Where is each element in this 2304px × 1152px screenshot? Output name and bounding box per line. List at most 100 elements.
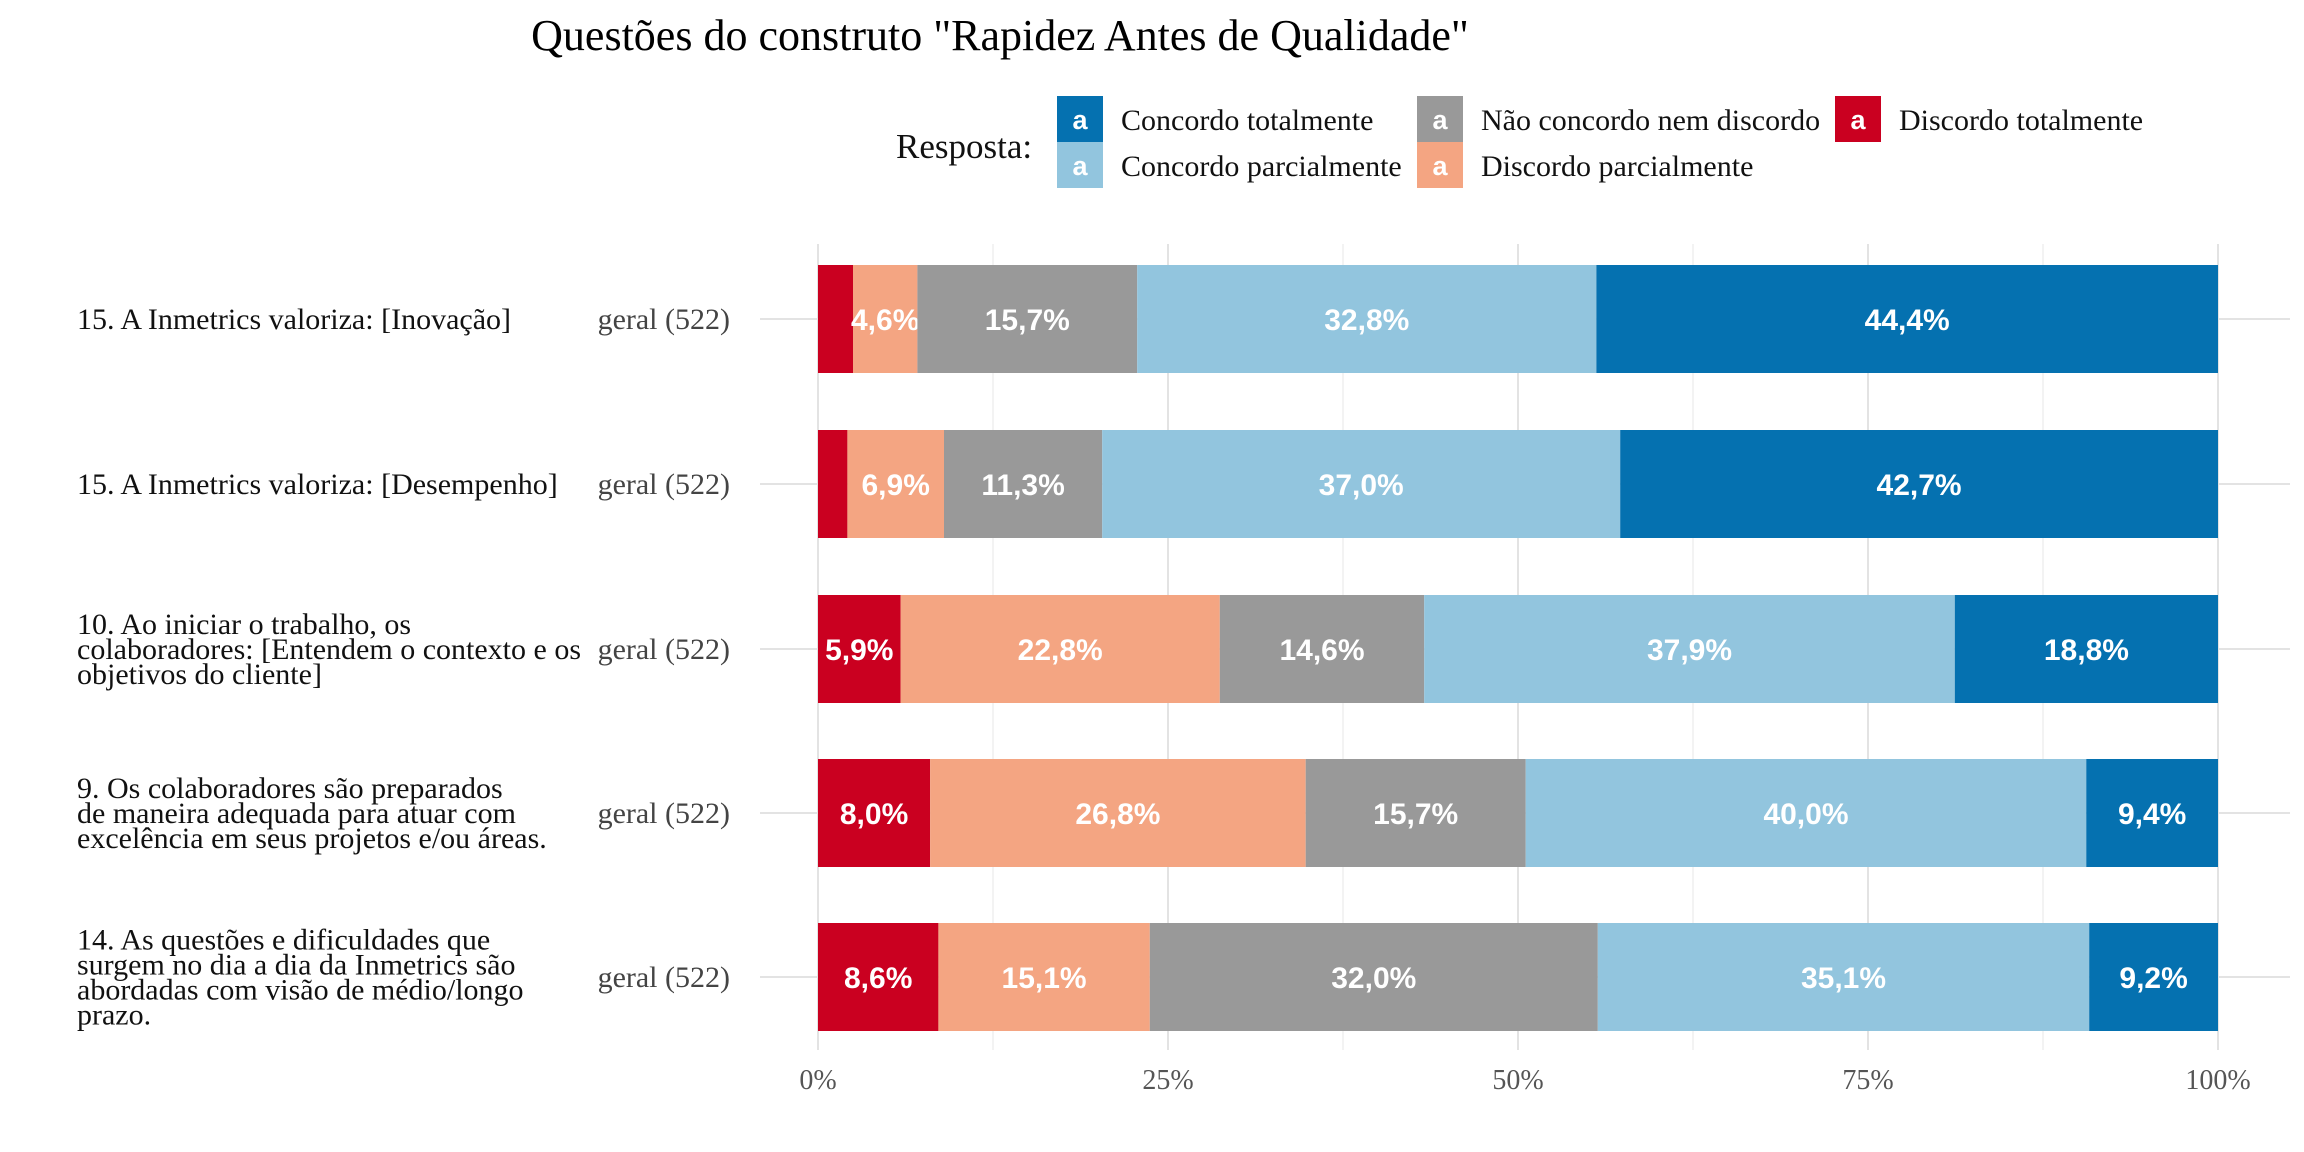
- bar-segment: [944, 430, 1103, 538]
- data-label: 44,4%: [1865, 304, 1950, 337]
- question-line: 15. A Inmetrics valoriza: [Inovação]: [77, 303, 511, 336]
- data-label: 42,7%: [1877, 469, 1962, 502]
- group-label: geral (522): [598, 797, 730, 830]
- data-label: 37,9%: [1647, 634, 1732, 667]
- data-label: 9,2%: [2119, 962, 2187, 995]
- x-tick-label: 75%: [1842, 1065, 1893, 1096]
- bar-segment: [818, 430, 848, 538]
- legend-label: Concordo parcialmente: [1121, 150, 1402, 183]
- legend-key: [1835, 96, 1881, 142]
- bar-segment: [1219, 595, 1425, 703]
- legend-label: Concordo totalmente: [1121, 104, 1373, 137]
- data-label: 14,6%: [1279, 634, 1364, 667]
- bar-row: 5,9% 22,8% 14,6% 37,9% 18,8%: [818, 595, 2218, 703]
- chart-title: Questões do construto "Rapidez Antes de …: [531, 11, 1469, 60]
- legend-title: Resposta:: [896, 127, 1032, 166]
- bar-segment: [1149, 923, 1598, 1031]
- bar-row: 8,6% 15,1% 32,0% 35,1% 9,2%: [818, 923, 2218, 1031]
- bar-segment: [1137, 265, 1597, 373]
- question-line: de maneira adequada para atuar com: [77, 797, 516, 830]
- question-line: prazo.: [77, 999, 151, 1032]
- question-line: 15. A Inmetrics valoriza: [Desempenho]: [77, 468, 558, 501]
- bar-segment: [1620, 430, 2218, 538]
- legend-item: a Concordo parcialmente: [1057, 142, 1402, 188]
- data-label: 8,6%: [844, 962, 912, 995]
- bar-segment: [818, 265, 853, 373]
- legend-label: Discordo parcialmente: [1481, 150, 1753, 183]
- bar-segment: [930, 759, 1306, 867]
- x-tick-label: 0%: [799, 1065, 836, 1096]
- bar-row: 4,6% 15,7% 32,8% 44,4%: [818, 265, 2218, 373]
- data-label: 15,7%: [985, 304, 1070, 337]
- data-label: 6,9%: [862, 469, 930, 502]
- legend-item: a Discordo parcialmente: [1417, 142, 1753, 188]
- legend-key-letter: a: [1432, 151, 1448, 181]
- bar-segment: [818, 759, 931, 867]
- legend-key: [1057, 96, 1103, 142]
- question-label: 15. A Inmetrics valoriza: [Inovação]: [77, 303, 511, 336]
- question-line: surgem no dia a dia da Inmetrics são: [77, 949, 516, 982]
- legend-label: Não concordo nem discordo: [1481, 104, 1820, 137]
- legend-item: a Não concordo nem discordo: [1417, 96, 1820, 142]
- bar-segment: [2089, 923, 2218, 1031]
- bar-segment: [1305, 759, 1526, 867]
- question-line: 14. As questões e dificuldades que: [77, 924, 490, 957]
- bars: 4,6% 15,7% 32,8% 44,4% 6,9% 11,3% 37,0% 42,7% 5,…: [818, 265, 2218, 1031]
- data-label: 32,0%: [1331, 962, 1416, 995]
- data-label: 40,0%: [1763, 798, 1848, 831]
- data-label: 32,8%: [1324, 304, 1409, 337]
- data-label: 8,0%: [840, 798, 908, 831]
- question-line: 10. Ao iniciar o trabalho, os: [77, 608, 411, 641]
- bar-segment: [1102, 430, 1621, 538]
- group-label: geral (522): [598, 303, 730, 336]
- bar-segment: [818, 923, 939, 1031]
- legend-key-letter: a: [1072, 151, 1088, 181]
- question-line: colaboradores: [Entendem o contexto e os: [77, 633, 581, 666]
- data-label: 4,6%: [851, 304, 919, 337]
- legend-key: [1057, 142, 1103, 188]
- question-line: excelência em seus projetos e/ou áreas.: [77, 822, 547, 855]
- question-line: 9. Os colaboradores são preparados: [77, 772, 503, 805]
- bar-segment: [1954, 595, 2218, 703]
- data-label: 37,0%: [1319, 469, 1404, 502]
- bar-segment: [853, 265, 918, 373]
- bar-segment: [847, 430, 944, 538]
- bar-segment: [1525, 759, 2087, 867]
- data-label: 9,4%: [2118, 798, 2186, 831]
- row-labels: 15. A Inmetrics valoriza: [Inovação] gera…: [77, 303, 730, 1032]
- legend-key-letter: a: [1432, 105, 1448, 135]
- legend-item: a Discordo totalmente: [1835, 96, 2143, 142]
- legend-item: a Concordo totalmente: [1057, 96, 1373, 142]
- group-label: geral (522): [598, 633, 730, 666]
- group-label: geral (522): [598, 961, 730, 994]
- question-label: 15. A Inmetrics valoriza: [Desempenho]: [77, 468, 558, 501]
- x-tick-label: 50%: [1492, 1065, 1543, 1096]
- x-tick-label: 25%: [1142, 1065, 1193, 1096]
- group-label: geral (522): [598, 468, 730, 501]
- bar-segment: [818, 595, 901, 703]
- question-line: abordadas com visão de médio/longo: [77, 974, 524, 1007]
- data-label: 18,8%: [2044, 634, 2129, 667]
- data-label: 5,9%: [825, 634, 893, 667]
- x-axis: 0% 25% 50% 75% 100%: [799, 1065, 2250, 1096]
- data-label: 15,1%: [1002, 962, 1087, 995]
- data-label: 11,3%: [981, 469, 1064, 502]
- bar-segment: [917, 265, 1138, 373]
- legend-key: [1417, 142, 1463, 188]
- bar-row: 8,0% 26,8% 15,7% 40,0% 9,4%: [818, 759, 2218, 867]
- question-label: 10. Ao iniciar o trabalho, os colaborador…: [77, 608, 581, 691]
- bar-segment: [900, 595, 1220, 703]
- question-line: objetivos do cliente]: [77, 658, 322, 691]
- legend-key: [1417, 96, 1463, 142]
- question-label: 9. Os colaboradores são preparados de man…: [77, 772, 547, 855]
- legend: Resposta: a Concordo totalmente a Concordo …: [896, 96, 2143, 188]
- x-tick-label: 100%: [2185, 1065, 2250, 1096]
- bar-row: 6,9% 11,3% 37,0% 42,7%: [818, 430, 2218, 538]
- data-label: 26,8%: [1075, 798, 1160, 831]
- data-label: 15,7%: [1373, 798, 1458, 831]
- bar-segment: [2086, 759, 2218, 867]
- bar-segment: [938, 923, 1150, 1031]
- data-label: 35,1%: [1801, 962, 1886, 995]
- legend-key-letter: a: [1072, 105, 1088, 135]
